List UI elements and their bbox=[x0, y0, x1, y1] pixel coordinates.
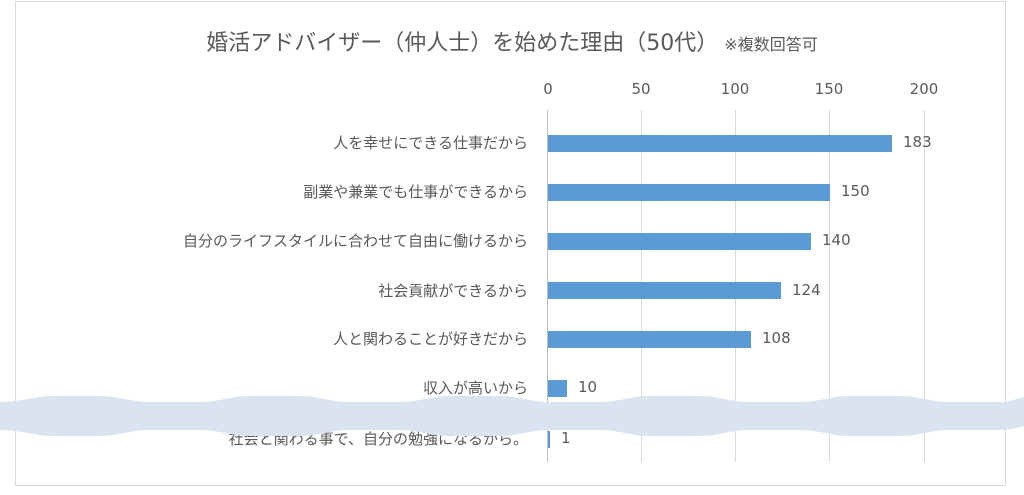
value-label: 183 bbox=[903, 133, 932, 151]
bar bbox=[548, 380, 567, 397]
chart-title: 婚活アドバイザー（仲人士）を始めた理由（50代） ※複数回答可 bbox=[0, 25, 1024, 57]
bar bbox=[548, 431, 550, 448]
category-label: 収入が高いから bbox=[422, 379, 528, 397]
value-label: 1 bbox=[561, 429, 571, 447]
category-label: 人を幸せにできる仕事だから bbox=[333, 134, 528, 152]
x-tick-0: 0 bbox=[543, 80, 553, 98]
value-label: 140 bbox=[822, 231, 851, 249]
category-label: 自分のライフスタイルに合わせて自由に働けるから bbox=[182, 232, 528, 250]
axis-break-band bbox=[0, 396, 1024, 436]
gridline-200 bbox=[924, 110, 925, 462]
value-label: 150 bbox=[841, 182, 870, 200]
value-label: 108 bbox=[762, 329, 791, 347]
category-label: 社会貢献ができるから bbox=[378, 282, 528, 300]
x-tick-200: 200 bbox=[909, 80, 939, 98]
bar bbox=[548, 184, 830, 201]
chart-subtitle: ※複数回答可 bbox=[724, 35, 818, 54]
bar bbox=[548, 331, 751, 348]
x-tick-50: 50 bbox=[631, 80, 651, 98]
bar bbox=[548, 135, 892, 152]
category-label: 人と関わることが好きだから bbox=[332, 330, 528, 348]
value-label: 124 bbox=[792, 281, 821, 299]
bar bbox=[548, 233, 811, 250]
x-tick-150: 150 bbox=[814, 80, 844, 98]
y-axis-line bbox=[547, 110, 548, 462]
gridline-150 bbox=[829, 110, 830, 462]
value-label: 10 bbox=[578, 378, 598, 396]
x-tick-100: 100 bbox=[720, 80, 750, 98]
category-label: 副業や兼業でも仕事ができるから bbox=[303, 183, 528, 201]
bar bbox=[548, 282, 781, 299]
chart-title-main: 婚活アドバイザー（仲人士）を始めた理由（50代） bbox=[206, 31, 719, 56]
